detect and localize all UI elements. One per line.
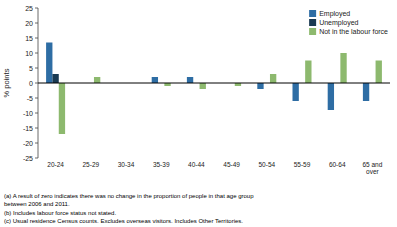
y-tick (35, 113, 38, 114)
footnote: (c) Usual residence Census counts. Exclu… (4, 218, 243, 224)
x-tick-label-line: over (366, 168, 379, 175)
x-tick-label: 25-29 (82, 161, 99, 168)
chart: -25 -20 -15 -10 -5 0 5 10 15 20 25 % points 20-24 25-… (0, 0, 397, 227)
bar (152, 77, 158, 83)
zero-line (38, 83, 390, 84)
y-tick (35, 38, 38, 39)
legend-swatch (309, 10, 316, 17)
bar (187, 77, 193, 83)
legend: EmployedUnemployedNot in the labour forc… (309, 10, 388, 35)
x-tick-label-line: 60-64 (329, 161, 346, 168)
y-tick (35, 128, 38, 129)
bar (52, 74, 58, 83)
x-tick-label-line: 25-29 (82, 161, 99, 168)
y-tick-label: -10 (23, 110, 33, 117)
y-tick (35, 68, 38, 69)
bar (305, 61, 311, 84)
x-tick-label: 65 andover (362, 161, 382, 175)
x-tick-label-line: 45-49 (223, 161, 240, 168)
footnote: (a) A result of zero indicates there was… (4, 193, 254, 199)
bar (292, 83, 298, 101)
x-tick-label: 30-34 (118, 161, 135, 168)
y-tick-label: -25 (23, 155, 33, 162)
x-tick-label-line: 40-44 (188, 161, 205, 168)
bar (328, 83, 334, 110)
x-tick-label: 55-59 (294, 161, 311, 168)
y-tick-label: -20 (23, 140, 33, 147)
bar (200, 83, 206, 89)
x-tick-label-line: 55-59 (294, 161, 311, 168)
y-tick-label: 20 (25, 20, 33, 27)
x-tick-label-line: 20-24 (47, 161, 64, 168)
y-tick-label: -5 (27, 95, 33, 102)
y-tick (35, 53, 38, 54)
y-tick-label: -15 (23, 125, 33, 132)
bar (363, 83, 369, 101)
y-tick-label: 0 (29, 80, 33, 87)
y-tick (35, 83, 38, 84)
y-tick-label: 10 (25, 50, 33, 57)
legend-label: Unemployed (319, 19, 358, 27)
x-tick-label-line: 50-54 (258, 161, 275, 168)
bar (94, 77, 100, 83)
bar (257, 83, 263, 89)
x-tick-label: 50-54 (258, 161, 275, 168)
bar (270, 74, 276, 83)
y-tick-label: 5 (29, 65, 33, 72)
bars (46, 43, 382, 135)
y-tick (35, 98, 38, 99)
legend-label: Not in the labour force (319, 28, 388, 35)
bar (376, 61, 382, 84)
y-axis-label: % points (2, 68, 11, 97)
y-tick (35, 8, 38, 9)
bar (340, 53, 346, 83)
x-tick-label-line: 65 and (362, 161, 382, 168)
legend-swatch (309, 28, 316, 35)
x-tick-label-line: 35-39 (153, 161, 170, 168)
bar (59, 83, 65, 134)
y-tick (35, 23, 38, 24)
y-tick (35, 158, 38, 159)
x-tick-label-line: 30-34 (118, 161, 135, 168)
x-tick-label: 20-24 (47, 161, 64, 168)
legend-label: Employed (319, 10, 350, 18)
footnote: between 2006 and 2011. (4, 201, 70, 207)
x-tick-label: 45-49 (223, 161, 240, 168)
x-tick-label: 35-39 (153, 161, 170, 168)
x-tick-label: 40-44 (188, 161, 205, 168)
y-tick-label: 15 (25, 35, 33, 42)
x-tick-label: 60-64 (329, 161, 346, 168)
y-tick (35, 143, 38, 144)
legend-swatch (309, 19, 316, 26)
footnote: (b) Includes labour force status not sta… (4, 210, 116, 216)
bar (46, 43, 52, 84)
y-tick-label: 25 (25, 5, 33, 12)
